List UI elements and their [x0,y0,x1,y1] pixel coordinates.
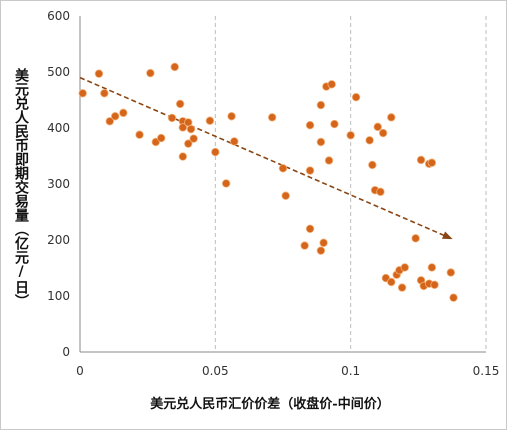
data-point [105,117,114,126]
data-point [430,280,439,289]
data-point [100,89,109,98]
data-point [156,133,166,143]
data-point [373,122,382,132]
data-point [305,166,315,175]
data-point [94,69,104,78]
tick-labels: 0 0.05 0.1 0.15 0 100 200 300 400 500 600 [47,9,499,378]
data-point [368,160,377,170]
x-tick-label: 0.05 [202,364,229,378]
data-point [178,123,188,132]
y-tick-label: 0 [62,345,70,359]
data-point [387,113,396,122]
data-point [411,234,420,243]
y-tick-label: 400 [47,121,70,135]
data-point [189,134,198,143]
data-point [327,80,336,89]
data-point [300,241,309,250]
data-point [316,100,326,110]
data-point [170,62,179,72]
data-point [387,277,396,287]
data-point [211,147,220,157]
data-point [400,263,409,272]
data-point [205,116,215,125]
data-point [376,187,385,197]
data-point [119,108,128,118]
data-point [110,112,120,121]
data-point [146,68,155,78]
data-point [221,179,231,188]
data-point [281,191,290,200]
data-point [230,137,239,146]
data-point [175,99,185,109]
data-point [397,283,407,292]
data-point [305,224,315,233]
x-tick-label: 0 [76,364,84,378]
x-tick-label: 0.15 [473,364,500,378]
data-point [267,113,277,122]
data-point [316,246,326,255]
y-tick-label: 600 [47,9,70,23]
data-point [135,130,144,139]
trend-arrow [79,76,453,240]
data-points [78,62,458,302]
data-point [330,119,339,129]
data-point [416,155,426,165]
data-point [178,152,188,161]
grid-lines [214,16,487,352]
data-point [378,128,388,138]
data-point [186,124,196,134]
x-tick-label: 0.1 [341,364,360,378]
data-point [365,136,374,145]
data-point [427,263,437,272]
y-tick-label: 300 [47,177,70,191]
data-point [78,89,87,98]
data-point [427,158,437,167]
data-point [351,92,361,102]
data-point [324,156,334,165]
data-point [446,268,456,277]
data-point [346,131,355,140]
data-point [227,112,236,121]
x-axis-title: 美元兑人民币汇价价差（收盘价-中间价） [150,396,389,412]
data-point [316,137,326,147]
data-point [305,120,315,130]
y-axis-title: 美元兑人民币即期交易量（亿元/日） [13,68,29,308]
data-point [449,293,458,302]
data-point [184,139,193,148]
trend-layer [79,76,453,240]
data-point [278,164,288,173]
y-tick-label: 100 [47,289,70,303]
y-tick-label: 200 [47,233,70,247]
y-tick-label: 500 [47,65,70,79]
data-point [319,238,328,247]
axes [79,16,486,353]
data-point [167,113,177,123]
